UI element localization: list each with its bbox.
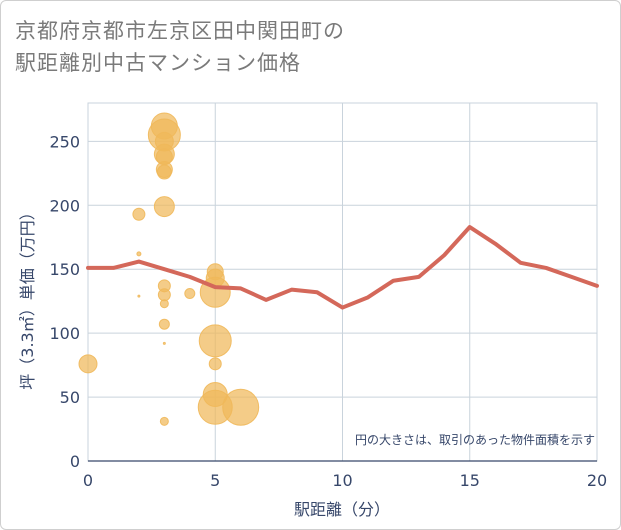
axes: 0 50 100 150 200 250 0 5 10 15 20 <box>49 132 607 490</box>
y-tick-label-4: 200 <box>49 196 80 215</box>
y-axis-title: 坪（3.3㎡）単価（万円） <box>18 204 37 389</box>
average-line-layer <box>86 225 599 310</box>
x-axis-title: 駅距離（分） <box>294 500 390 519</box>
average-price-line-0 <box>86 225 599 310</box>
x-tick-label-1: 5 <box>210 471 220 490</box>
y-tick-label-0: 0 <box>70 452 80 471</box>
bubble-point-26 <box>222 388 260 426</box>
bubble-point-13 <box>157 288 171 302</box>
bubble-point-18 <box>184 288 196 300</box>
size-annotation: 円の大きさは、取引のあった物件面積を示す <box>355 432 595 447</box>
x-tick-label-4: 20 <box>587 471 607 490</box>
bubble-point-1 <box>132 207 146 221</box>
bubble-point-0 <box>78 354 98 374</box>
y-tick-label-2: 100 <box>49 324 80 343</box>
bubble-point-15 <box>158 318 170 330</box>
y-tick-label-1: 50 <box>60 388 80 407</box>
chart-title-line-1: 京都府京都市左京区田中関田町の <box>15 19 345 43</box>
y-tick-label-3: 150 <box>49 260 80 279</box>
x-tick-label-0: 0 <box>83 471 93 490</box>
bubble-point-23 <box>208 357 222 371</box>
chart-title-line-2: 駅距離別中古マンション価格 <box>15 51 301 75</box>
bubble-point-17 <box>159 416 169 426</box>
bubble-point-2 <box>136 251 142 257</box>
bubble-point-3 <box>137 294 141 298</box>
y-tick-label-5: 250 <box>49 132 80 151</box>
bubble-point-14 <box>159 299 169 309</box>
bubble-point-11 <box>153 196 175 218</box>
bubble-point-22 <box>198 324 232 358</box>
x-tick-label-3: 15 <box>460 471 480 490</box>
x-tick-label-2: 10 <box>332 471 352 490</box>
bubble-point-16 <box>162 341 166 345</box>
bubble-point-10 <box>156 164 172 180</box>
bubble-layer <box>78 112 260 426</box>
chart-title: 京都府京都市左京区田中関田町の 駅距離別中古マンション価格 <box>15 15 345 79</box>
